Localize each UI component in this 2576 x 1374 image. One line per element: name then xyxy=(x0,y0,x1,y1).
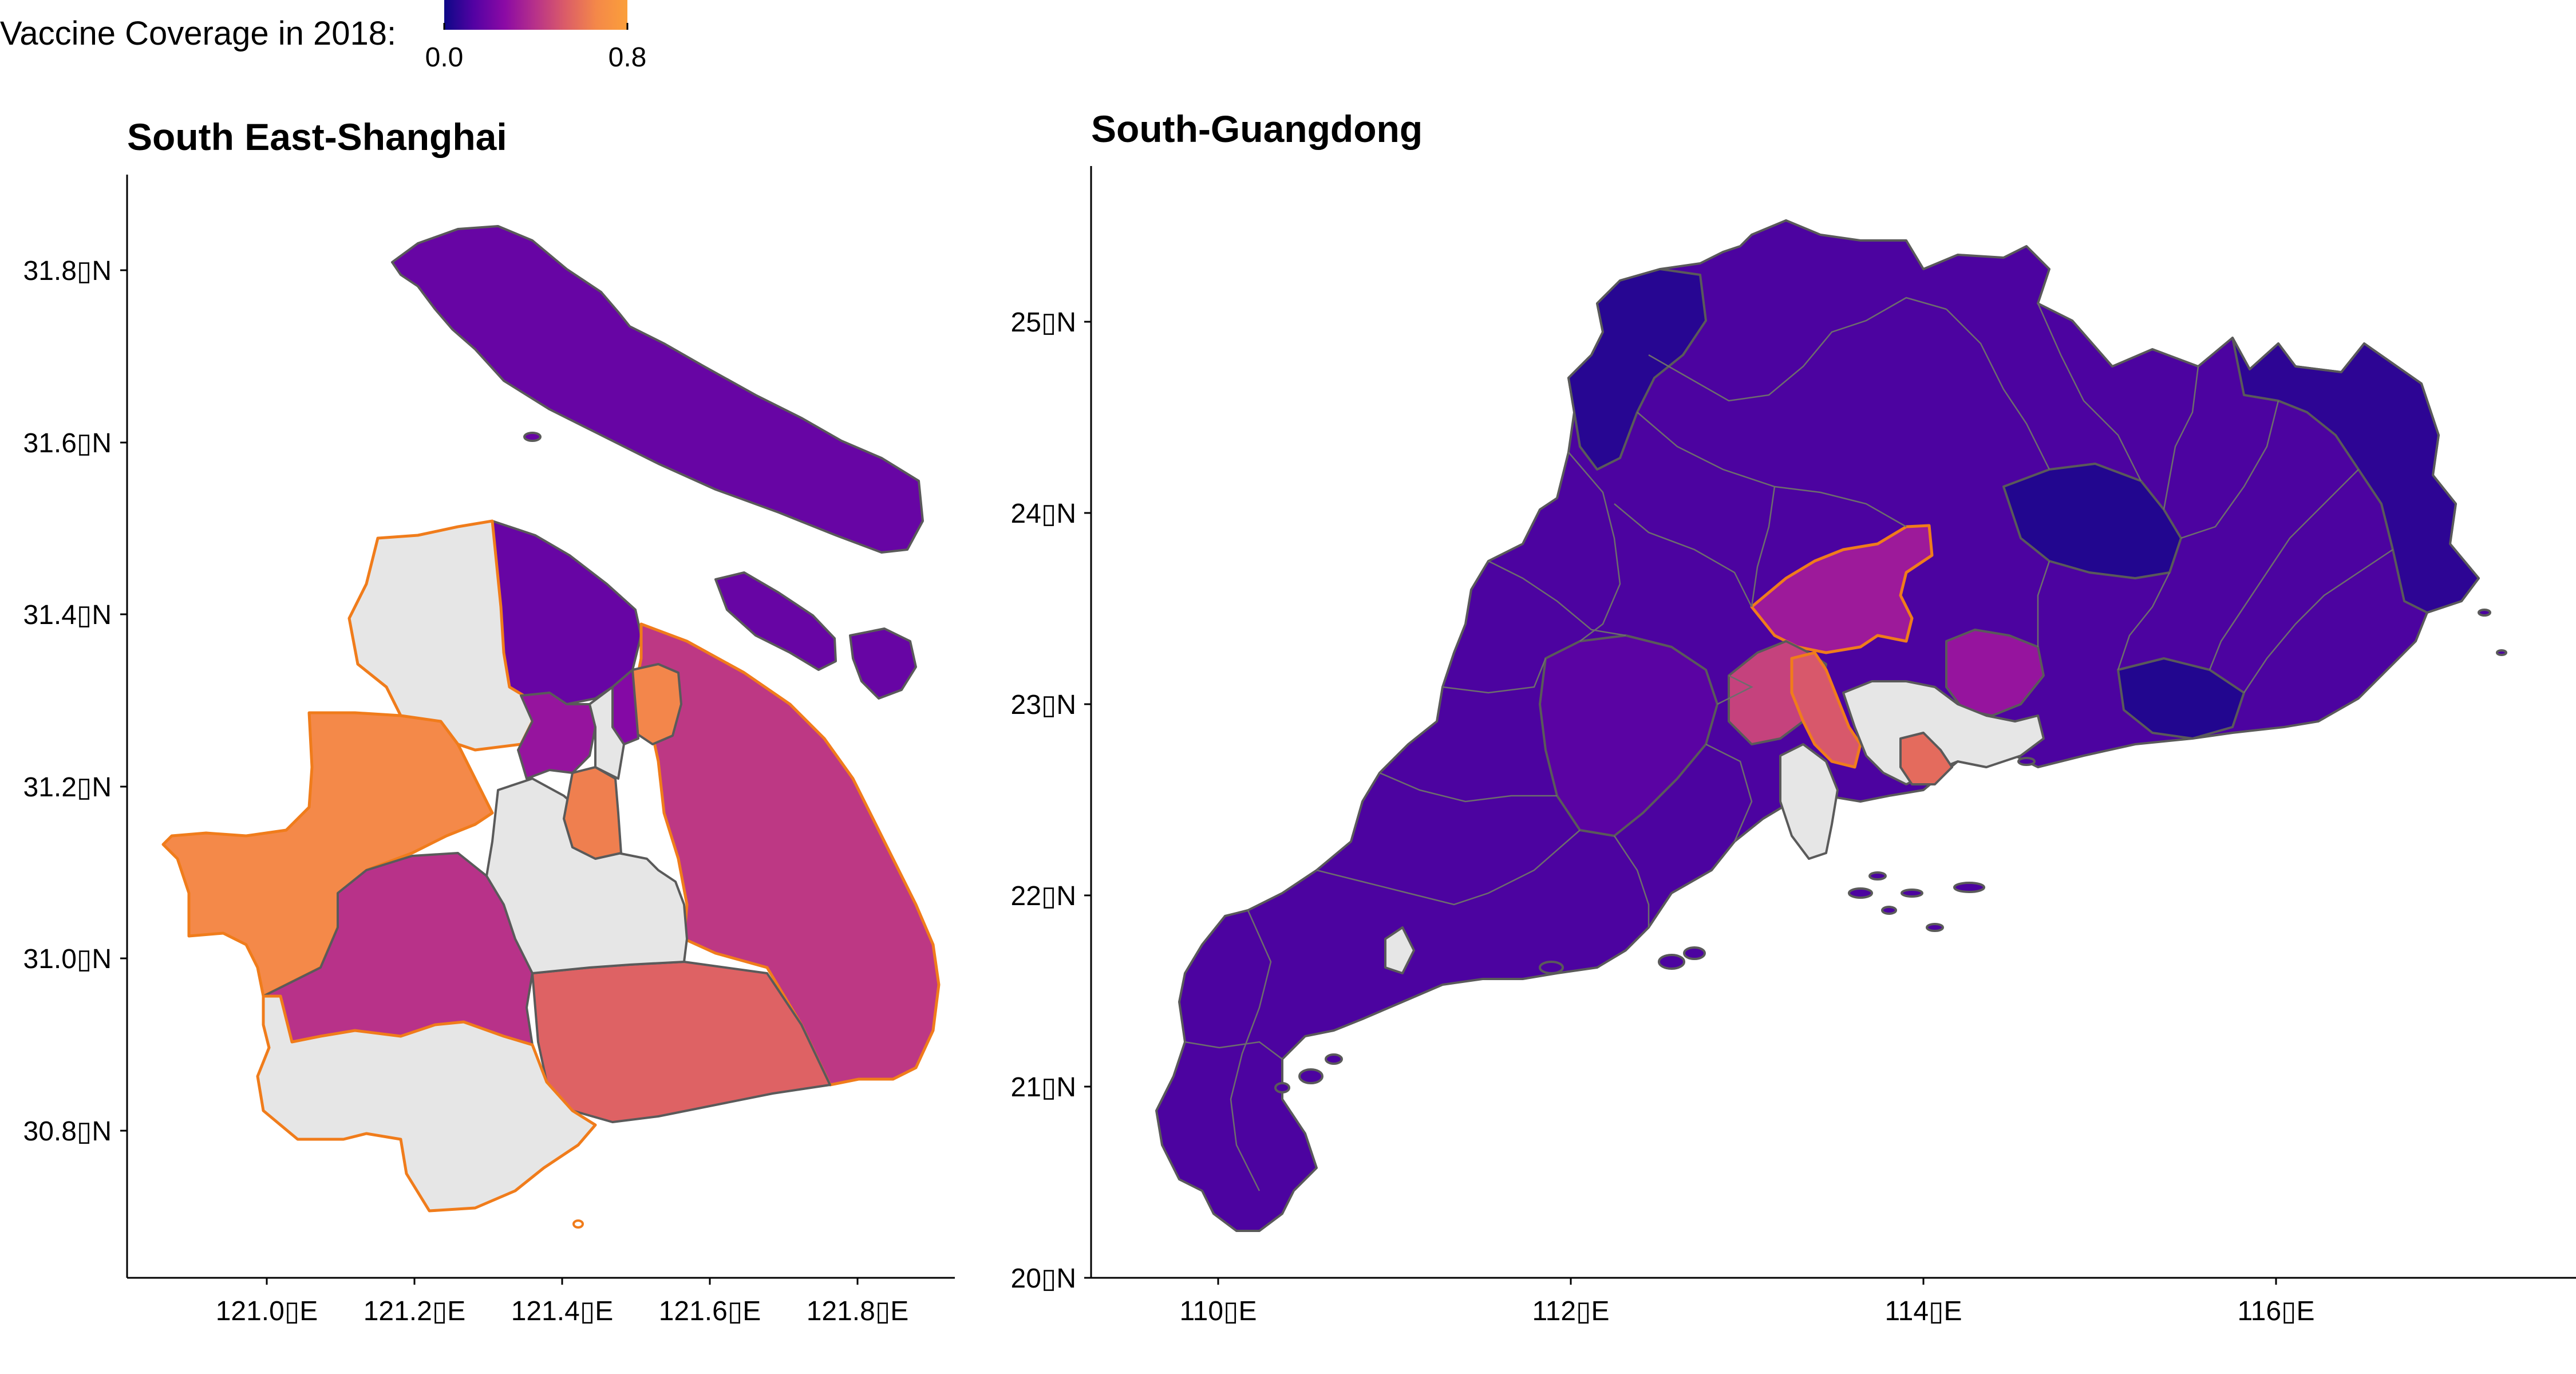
guangdong-region-guangzhou-north xyxy=(1750,524,1934,654)
guangdong-region-guangzhou-core xyxy=(1790,651,1862,769)
legend-colorbar xyxy=(444,0,627,30)
shanghai-y-tick-label: 31.4▯N xyxy=(23,600,112,630)
shanghai-islet xyxy=(523,432,542,442)
shanghai-regions xyxy=(161,225,941,1229)
guangdong-y-tick-label: 23▯N xyxy=(1011,690,1076,720)
guangdong-region-shenzhen-area xyxy=(1842,680,2045,785)
guangdong-region-hong-kong-area xyxy=(1899,732,1953,785)
shanghai-region-hengsha xyxy=(849,627,917,700)
guangdong-region-central-band xyxy=(1539,634,1718,837)
shanghai-region-pudong xyxy=(634,622,941,1087)
guangdong-y-tick-label: 24▯N xyxy=(1011,499,1076,529)
shanghai-region-baoshan xyxy=(491,520,642,705)
guangdong-y-tick-label: 25▯N xyxy=(1011,307,1076,338)
guangdong-x-tick-label: 112▯E xyxy=(1532,1296,1610,1326)
legend-max-label: 0.8 xyxy=(609,42,647,73)
shanghai-x-tick-label: 121.8▯E xyxy=(807,1296,909,1326)
shanghai-x-tick-label: 121.4▯E xyxy=(511,1296,614,1326)
guangdong-y-tick-label: 22▯N xyxy=(1011,881,1076,911)
shanghai-y-tick-label: 31.0▯N xyxy=(23,944,112,974)
shanghai-region-changxing xyxy=(714,571,837,671)
guangdong-x-ticks: 110▯E 112▯E 114▯E 116▯E xyxy=(1180,1278,2315,1326)
legend-title: Vaccine Coverage in 2018: xyxy=(0,15,396,52)
guangdong-region-east-central xyxy=(2002,463,2245,740)
guangdong-y-tick-label: 21▯N xyxy=(1011,1072,1076,1103)
guangdong-region-zhuhai xyxy=(1384,743,1839,974)
shanghai-y-tick-label: 30.8▯N xyxy=(23,1116,112,1147)
guangdong-regions xyxy=(1155,219,2507,1232)
shanghai-region-xuhui xyxy=(563,766,622,860)
shanghai-panel: South East-Shanghai xyxy=(23,116,955,1326)
guangdong-x-tick-label: 110▯E xyxy=(1180,1296,1257,1326)
guangdong-region-northwest xyxy=(1567,268,1707,471)
shanghai-islet-outline xyxy=(572,1219,584,1229)
guangdong-panel-title: South-Guangdong xyxy=(1091,108,1423,150)
shanghai-panel-title: South East-Shanghai xyxy=(127,116,507,158)
guangdong-region-dongguan xyxy=(1945,629,2045,717)
shanghai-y-tick-label: 31.6▯N xyxy=(23,428,112,459)
shanghai-y-tick-label: 31.8▯N xyxy=(23,256,112,286)
shanghai-x-tick-label: 121.2▯E xyxy=(364,1296,466,1326)
guangdong-coastal-islands xyxy=(1274,609,2507,1093)
shanghai-region-jinshan xyxy=(256,994,597,1213)
guangdong-x-tick-label: 116▯E xyxy=(2238,1296,2315,1326)
shanghai-x-ticks: 121.0▯E 121.2▯E 121.4▯E 121.6▯E 121.8▯E xyxy=(216,1278,909,1326)
legend: Vaccine Coverage in 2018: 0.0 0.8 xyxy=(0,0,646,73)
guangdong-region-northeast xyxy=(2231,337,2480,614)
guangdong-panel: South-Guangdong xyxy=(1011,108,2576,1326)
guangdong-x-tick-label: 114▯E xyxy=(1885,1296,1962,1326)
shanghai-x-tick-label: 121.6▯E xyxy=(659,1296,761,1326)
shanghai-region-putuo xyxy=(517,692,596,780)
shanghai-region-changning xyxy=(588,686,625,780)
shanghai-y-tick-label: 31.2▯N xyxy=(23,772,112,803)
guangdong-y-ticks: 20▯N 21▯N 22▯N 23▯N 24▯N 25▯N xyxy=(1011,307,1091,1294)
shanghai-y-ticks: 30.8▯N 31.0▯N 31.2▯N 31.4▯N 31.6▯N 31.8▯… xyxy=(23,256,127,1147)
shanghai-x-tick-label: 121.0▯E xyxy=(216,1296,318,1326)
guangdong-county-boundaries xyxy=(1184,297,2393,1191)
legend-min-label: 0.0 xyxy=(425,42,464,73)
guangdong-y-tick-label: 20▯N xyxy=(1011,1264,1076,1294)
shanghai-region-chongming xyxy=(391,225,924,554)
